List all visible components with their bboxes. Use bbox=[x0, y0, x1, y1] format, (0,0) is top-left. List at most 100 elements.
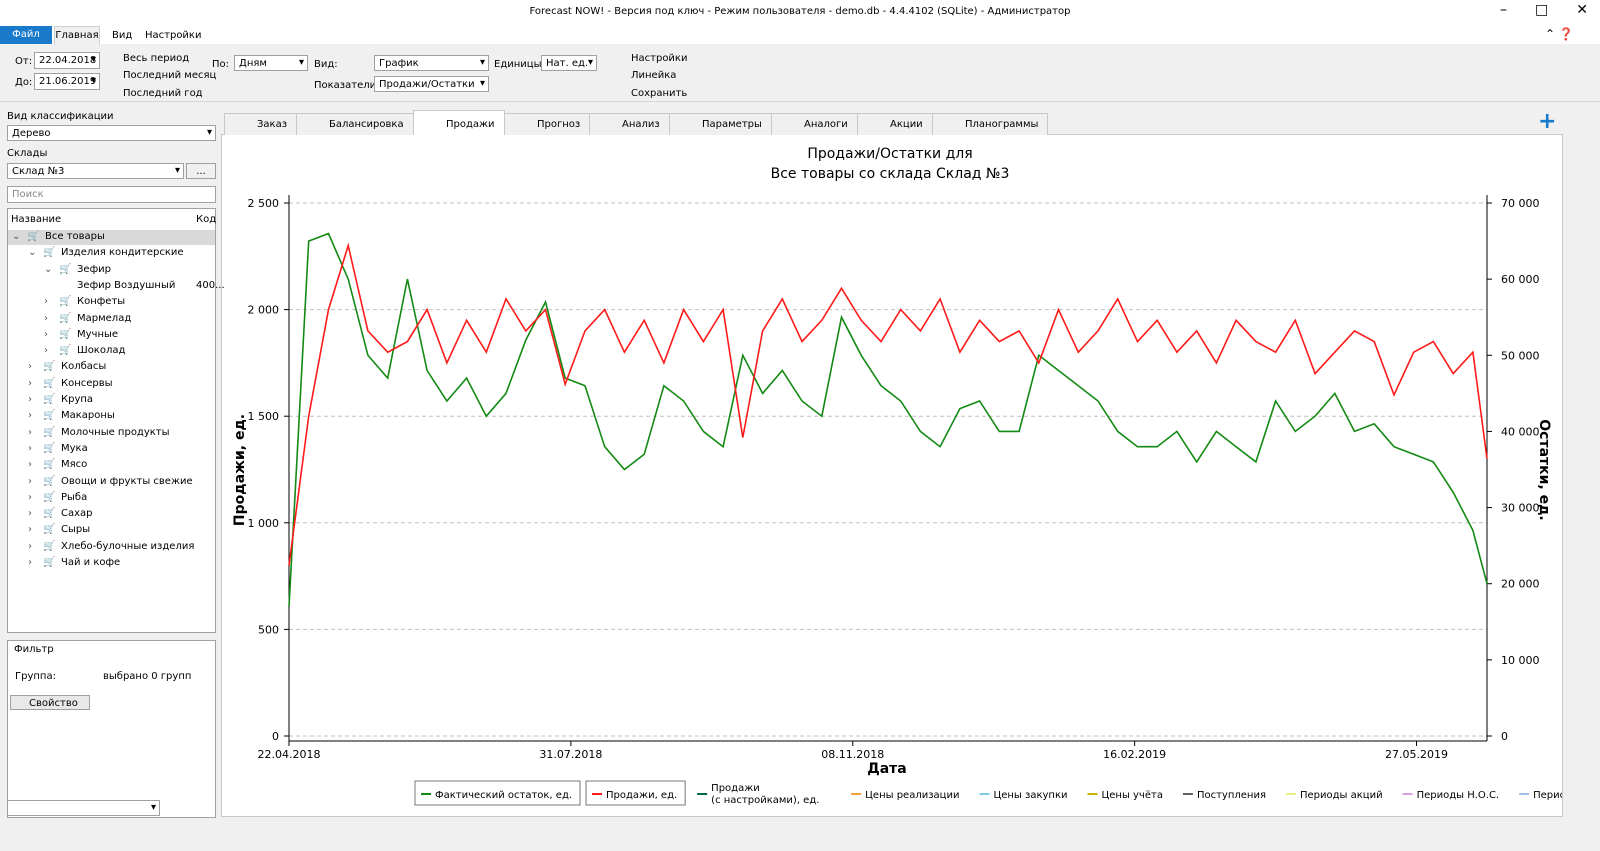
tree-chevron[interactable]: ⌄ bbox=[44, 263, 53, 275]
x-axis-label: Дата bbox=[867, 761, 906, 777]
tree-item[interactable]: Колбасы bbox=[61, 361, 107, 373]
button[interactable]: Последний год bbox=[123, 88, 203, 99]
legend-box[interactable] bbox=[585, 780, 686, 806]
tree-icon: 🛒 bbox=[59, 263, 72, 275]
tree-chevron[interactable]: › bbox=[28, 475, 32, 487]
tree-chevron[interactable]: › bbox=[28, 377, 32, 389]
button[interactable]: Последний месяц bbox=[123, 70, 217, 81]
tree-item[interactable]: Шоколад bbox=[77, 345, 126, 357]
select-metrics[interactable]: Продажи/Остатки bbox=[374, 76, 489, 92]
tree-chevron[interactable]: › bbox=[28, 524, 32, 536]
menu-view[interactable]: Вид bbox=[112, 30, 133, 41]
tree-chevron[interactable]: › bbox=[28, 442, 32, 454]
tab[interactable]: Планограммы bbox=[932, 113, 1049, 135]
tree-item[interactable]: Конфеты bbox=[77, 296, 126, 308]
tab[interactable]: Балансировка bbox=[296, 113, 414, 135]
tree-item[interactable]: Зефир bbox=[77, 263, 111, 275]
tree-chevron[interactable]: › bbox=[28, 426, 32, 438]
tab[interactable]: Акции bbox=[857, 113, 933, 135]
window-controls[interactable]: –□✕ bbox=[1500, 2, 1588, 18]
legend-label: Периоды Н.О.С. bbox=[1417, 790, 1500, 801]
tree-item[interactable]: Мармелад bbox=[77, 312, 132, 324]
select-classification[interactable]: Дерево bbox=[7, 125, 216, 141]
menu-file[interactable]: Файл bbox=[0, 26, 52, 44]
add-tab[interactable]: + bbox=[1538, 109, 1557, 134]
filter-panel bbox=[7, 640, 216, 818]
tree-item[interactable]: Мука bbox=[61, 442, 88, 454]
legend-label: Фактический остаток, ед. bbox=[435, 790, 572, 801]
tree-chevron[interactable]: › bbox=[44, 312, 48, 324]
x-tick-label: 08.11.2018 bbox=[821, 748, 884, 761]
series-line bbox=[288, 242, 1488, 566]
tree-item[interactable]: Мясо bbox=[61, 459, 88, 471]
tab[interactable]: Заказ bbox=[224, 113, 298, 135]
tree-item[interactable]: Крупа bbox=[61, 394, 94, 405]
tree-chevron[interactable]: ⌄ bbox=[28, 247, 37, 259]
tree-item[interactable]: Мучные bbox=[77, 328, 119, 340]
label: Единицы: bbox=[494, 59, 545, 70]
button[interactable]: Сохранить bbox=[631, 88, 688, 99]
tree-item[interactable]: Овощи и фрукты свежие bbox=[61, 475, 193, 487]
tree-item[interactable]: Сахар bbox=[61, 508, 93, 520]
tree-chevron[interactable]: › bbox=[44, 345, 48, 357]
label: Группа: bbox=[15, 671, 56, 682]
search[interactable]: Поиск bbox=[7, 186, 216, 203]
date-from[interactable]: 22.04.2018 bbox=[34, 52, 100, 69]
tree-chevron[interactable]: › bbox=[28, 557, 32, 568]
tree-chevron[interactable]: › bbox=[44, 328, 48, 340]
button[interactable]: Линейка bbox=[631, 70, 677, 81]
select-bottom[interactable] bbox=[7, 800, 160, 816]
button-property[interactable]: Свойство bbox=[10, 695, 90, 710]
date-to[interactable]: 21.06.2019 bbox=[34, 73, 100, 90]
tree-icon: 🛒 bbox=[59, 296, 72, 308]
tree-icon: 🛒 bbox=[43, 491, 56, 503]
legend-item: Периоды Н.О.С. bbox=[1402, 790, 1500, 801]
menu-settings[interactable]: Настройки bbox=[145, 30, 202, 41]
legend-box[interactable] bbox=[414, 780, 581, 806]
tab[interactable]: Продажи bbox=[413, 110, 505, 135]
tab[interactable]: Прогноз bbox=[504, 113, 591, 135]
tree-item[interactable]: Сыры bbox=[61, 524, 91, 536]
tab[interactable]: Параметры bbox=[669, 113, 772, 135]
tree-item[interactable]: Консервы bbox=[61, 377, 113, 389]
tab[interactable]: Анализ bbox=[589, 113, 670, 135]
tree-item[interactable]: Чай и кофе bbox=[61, 557, 121, 568]
tree-item[interactable]: Зефир Воздушный bbox=[77, 279, 176, 291]
tree-chevron[interactable]: › bbox=[28, 394, 32, 405]
tab[interactable]: Аналоги bbox=[771, 113, 858, 135]
tree-item[interactable]: Рыба bbox=[61, 491, 88, 503]
tree-item[interactable]: Макароны bbox=[61, 410, 115, 422]
y2-axis-label: Остатки, ед. bbox=[1536, 419, 1552, 521]
legend-item: Поступления bbox=[1182, 790, 1266, 801]
select-by[interactable]: Дням bbox=[234, 55, 308, 71]
tree-chevron[interactable]: › bbox=[28, 508, 32, 520]
y2-tick-label: 70 000 bbox=[1501, 197, 1540, 210]
tree-item[interactable]: Молочные продукты bbox=[61, 426, 170, 438]
tree-chevron[interactable]: › bbox=[28, 459, 32, 471]
menu-home[interactable]: Главная bbox=[54, 26, 100, 45]
tree-chevron[interactable]: ⌄ bbox=[12, 231, 21, 242]
button[interactable]: Настройки bbox=[631, 53, 688, 64]
tree-chevron[interactable]: › bbox=[28, 491, 32, 503]
button[interactable]: Весь период bbox=[123, 53, 190, 64]
help[interactable]: ⌃ ❓ bbox=[1545, 27, 1574, 41]
label: До: bbox=[15, 77, 33, 88]
y2-tick-label: 20 000 bbox=[1501, 578, 1540, 591]
label: По: bbox=[212, 59, 230, 70]
select-units[interactable]: Нат. ед. bbox=[541, 55, 597, 71]
tree-icon: 🛒 bbox=[59, 345, 72, 357]
y2-tick-label: 60 000 bbox=[1501, 273, 1540, 286]
label: Показатели: bbox=[314, 80, 380, 91]
tree-chevron[interactable]: › bbox=[44, 296, 48, 308]
button-more[interactable]: ... bbox=[186, 163, 216, 179]
tree-item[interactable]: Все товары bbox=[45, 231, 105, 242]
select-view[interactable]: График bbox=[374, 55, 489, 71]
select-warehouse[interactable]: Склад №3 bbox=[7, 163, 184, 179]
tree-item[interactable]: Изделия кондитерские bbox=[61, 247, 184, 259]
tree-chevron[interactable]: › bbox=[28, 361, 32, 373]
tree-item[interactable]: Хлебо-булочные изделия bbox=[61, 540, 195, 552]
y2-tick-label: 30 000 bbox=[1501, 502, 1540, 515]
tree-chevron[interactable]: › bbox=[28, 410, 32, 422]
tree-chevron[interactable]: › bbox=[28, 540, 32, 552]
